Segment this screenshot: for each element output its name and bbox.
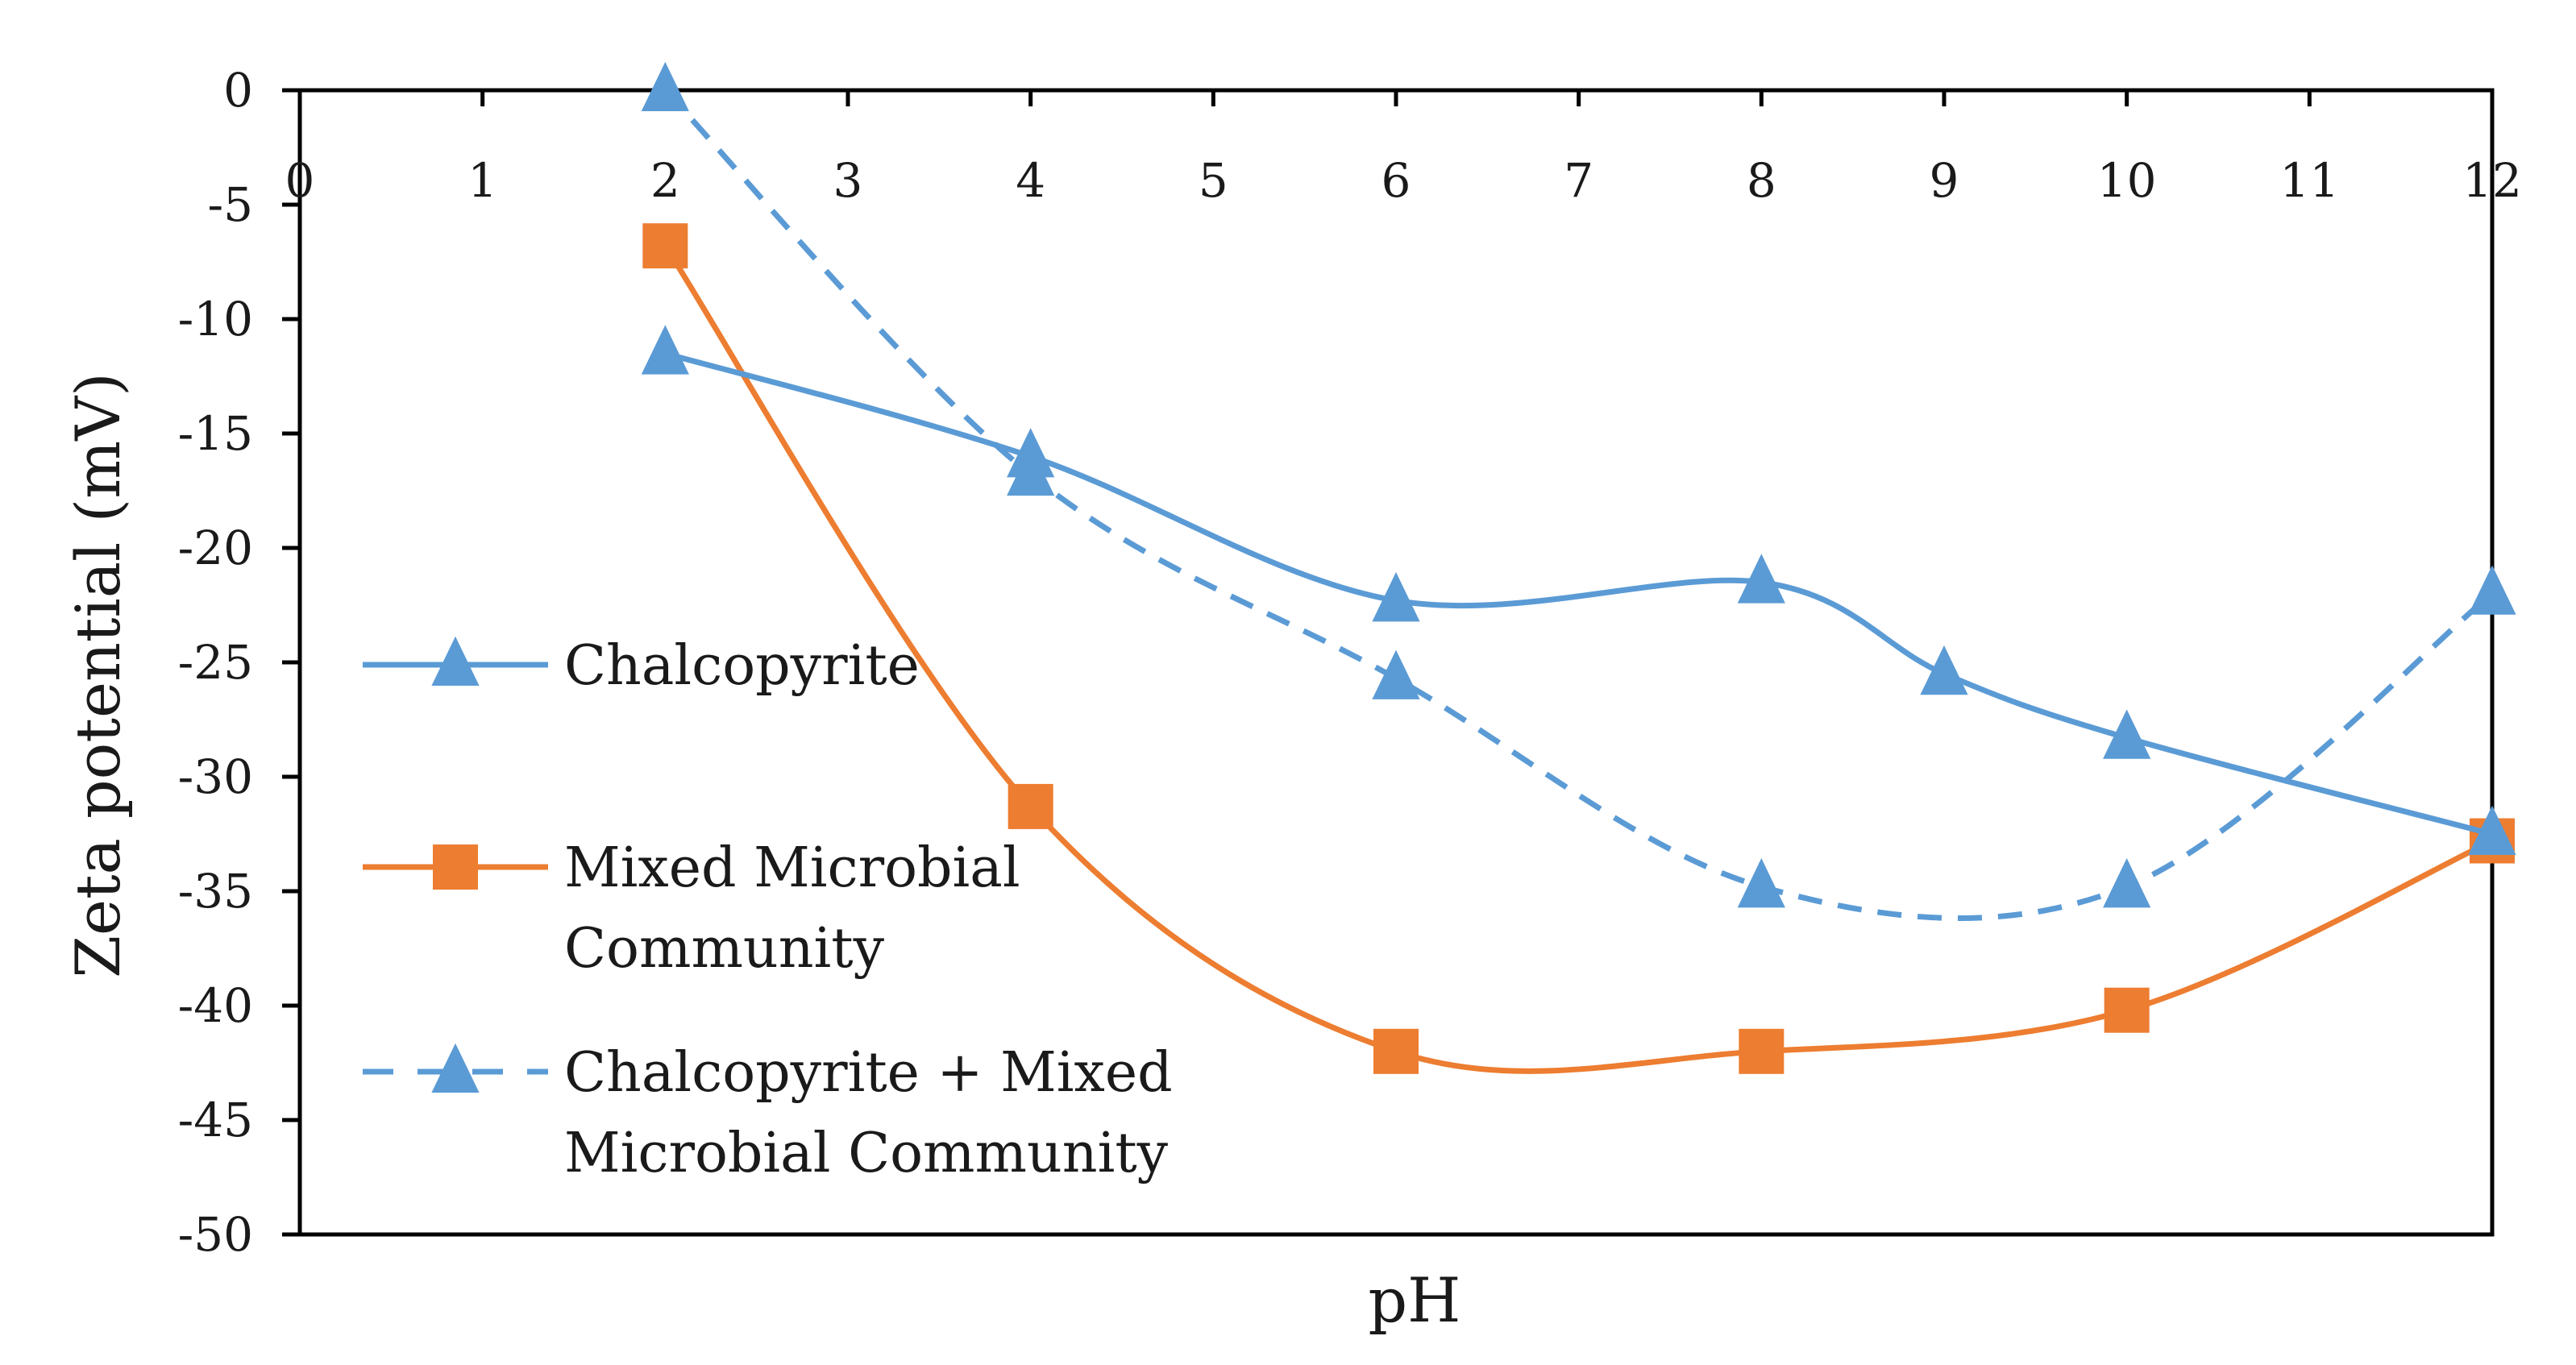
legend-marker bbox=[431, 1043, 480, 1093]
data-point bbox=[1739, 1028, 1785, 1074]
series-line bbox=[664, 351, 2493, 837]
legend-label: Chalcopyrite + Mixed bbox=[564, 1041, 1173, 1105]
data-point bbox=[641, 325, 689, 375]
x-tick-label: 0 bbox=[285, 153, 315, 208]
legend: Chalcopyrite Mixed Microbial Community Chal… bbox=[363, 634, 1173, 1185]
x-tick-label: 4 bbox=[1016, 153, 1045, 208]
x-tick-label: 10 bbox=[2097, 153, 2157, 208]
data-point bbox=[642, 223, 688, 269]
y-axis: 0 -5 -10 -15 -20 -25 -30 -35 -40 -45 -50 bbox=[178, 63, 300, 1262]
data-point bbox=[2104, 987, 2150, 1033]
data-point bbox=[1373, 1028, 1419, 1074]
series-2 bbox=[641, 61, 2516, 921]
data-point bbox=[1007, 428, 1055, 478]
legend-marker bbox=[431, 636, 480, 686]
data-point bbox=[2103, 858, 2151, 908]
series-1 bbox=[642, 223, 2515, 1074]
y-tick-label: -30 bbox=[178, 749, 253, 804]
x-tick-label: 11 bbox=[2279, 153, 2339, 208]
data-point bbox=[1920, 645, 1968, 695]
legend-label: Mixed Microbial bbox=[564, 836, 1020, 900]
x-tick-label: 12 bbox=[2462, 153, 2522, 208]
y-tick-label: -15 bbox=[178, 406, 253, 461]
y-tick-label: -25 bbox=[178, 635, 253, 690]
data-point bbox=[1372, 649, 1420, 699]
series-0 bbox=[641, 325, 2516, 855]
x-tick-label: 9 bbox=[1930, 153, 1959, 208]
x-axis: 0 1 2 3 4 5 6 7 8 9 10 11 12 bbox=[285, 90, 2522, 208]
y-axis-title: Zeta potential (mV) bbox=[62, 372, 134, 978]
data-point bbox=[1737, 554, 1785, 604]
data-point bbox=[1372, 572, 1420, 622]
data-point bbox=[1737, 858, 1785, 908]
x-tick-label: 2 bbox=[650, 153, 680, 208]
legend-item: Chalcopyrite bbox=[363, 634, 920, 698]
series-line bbox=[663, 88, 2495, 921]
x-tick-label: 6 bbox=[1381, 153, 1411, 208]
y-tick-label: -45 bbox=[178, 1093, 253, 1147]
legend-item: Chalcopyrite + Mixed Microbial Community bbox=[363, 1041, 1173, 1185]
data-point bbox=[641, 61, 689, 111]
y-tick-label: -10 bbox=[178, 292, 253, 346]
series-line bbox=[663, 244, 2494, 1074]
legend-item: Mixed Microbial Community bbox=[363, 836, 1020, 981]
x-tick-label: 5 bbox=[1199, 153, 1228, 208]
legend-label: Chalcopyrite bbox=[564, 634, 920, 698]
y-tick-label: -40 bbox=[178, 978, 253, 1033]
y-tick-label: 0 bbox=[223, 63, 253, 118]
series-layer bbox=[641, 61, 2516, 1074]
legend-label: Microbial Community bbox=[564, 1122, 1169, 1185]
y-tick-label: -35 bbox=[178, 864, 253, 919]
x-axis-title: pH bbox=[1369, 1264, 1461, 1336]
data-point bbox=[1008, 783, 1053, 829]
data-point bbox=[2468, 565, 2516, 615]
y-tick-label: -50 bbox=[178, 1207, 253, 1262]
legend-label: Community bbox=[564, 917, 885, 981]
x-tick-label: 3 bbox=[833, 153, 863, 208]
legend-marker bbox=[433, 844, 478, 890]
x-tick-label: 1 bbox=[467, 153, 497, 208]
x-tick-label: 8 bbox=[1747, 153, 1776, 208]
y-tick-label: -5 bbox=[208, 177, 254, 232]
y-tick-label: -20 bbox=[178, 521, 253, 575]
data-point bbox=[2468, 805, 2516, 855]
x-tick-label: 7 bbox=[1564, 153, 1593, 208]
data-point bbox=[2103, 709, 2151, 759]
